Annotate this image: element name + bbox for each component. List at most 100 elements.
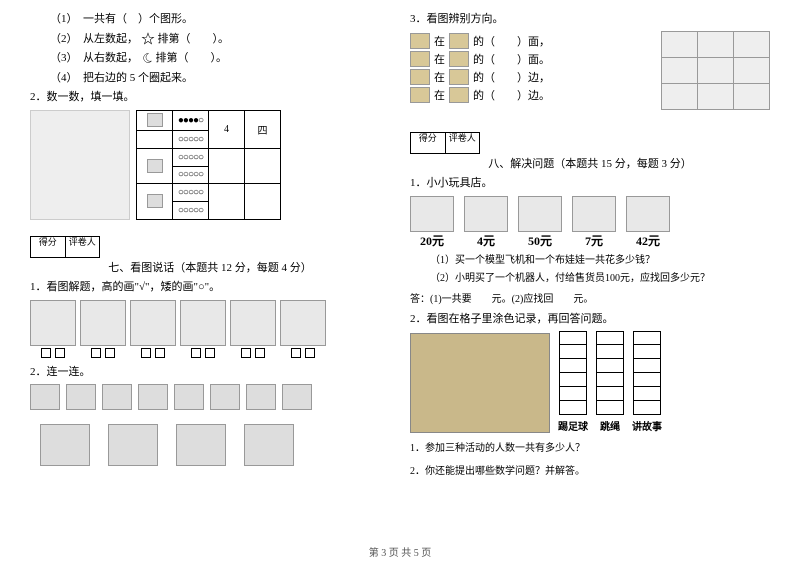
bar-label: 跳绳 [600, 418, 620, 433]
q1: （1） 一共有（ ）个图形。 [30, 11, 390, 28]
compare-img [30, 300, 76, 346]
dir-title: 3．看图辨别方向。 [410, 11, 770, 28]
cell: ●●●●○ [173, 110, 209, 131]
score-label: 得分 [31, 237, 66, 257]
cell: ○○○○○ [173, 166, 209, 184]
cell: ○○○○○ [173, 131, 209, 149]
price: 20元 [410, 232, 454, 249]
t: 在 [434, 51, 445, 67]
bar-chart-column[interactable] [633, 331, 661, 415]
cell: ○○○○○ [173, 184, 209, 202]
cell: 4 [209, 110, 245, 149]
checkbox[interactable] [105, 348, 115, 358]
toy-title: 1．小小玩具店。 [410, 175, 770, 192]
toy-ans: 答：(1)一共要 元。(2)应找回 元。 [410, 292, 770, 307]
toy-q1: （1）买一个模型飞机和一个布娃娃一共花多少钱？ [410, 253, 770, 268]
bar-chart-column[interactable] [559, 331, 587, 415]
t: 的（ ）面， [473, 33, 550, 49]
checkbox[interactable] [41, 348, 51, 358]
t: 在 [434, 87, 445, 103]
checkbox[interactable] [205, 348, 215, 358]
animal-icon [410, 33, 430, 49]
score-box: 得分 评卷人 [30, 236, 100, 258]
price: 7元 [572, 232, 616, 249]
cell: 四 [245, 110, 281, 149]
cell: ○○○○○ [173, 149, 209, 167]
t: 的（ ）边， [473, 69, 550, 85]
animal-icon [410, 87, 430, 103]
compare-img [80, 300, 126, 346]
row-icon [147, 159, 163, 173]
color-title: 2．看图在格子里涂色记录，再回答问题。 [410, 311, 770, 328]
connect-bottom-row [30, 424, 390, 466]
object-icon [66, 384, 96, 410]
count-animals-image [30, 110, 130, 220]
animal-icon [410, 69, 430, 85]
row-icon [147, 194, 163, 208]
q3-text-a: （3） 从右数起， [50, 52, 138, 64]
color-q2: 2．你还能提出哪些数学问题？并解答。 [410, 464, 770, 479]
q2-text-b: 排第（ ）。 [158, 33, 230, 45]
checkbox[interactable] [55, 348, 65, 358]
color-q1: 1．参加三种活动的人数一共有多少人？ [410, 441, 770, 456]
checkbox[interactable] [141, 348, 151, 358]
price: 42元 [626, 232, 670, 249]
toy-plane-icon [410, 196, 454, 232]
grader-label: 评卷人 [446, 133, 480, 153]
object-icon [174, 384, 204, 410]
moon-icon [141, 52, 153, 64]
conn-title: 2．连一连。 [30, 364, 390, 381]
toy-row: 20元 4元 50元 7元 42元 [410, 196, 770, 249]
color-row: 踢足球 跳绳 讲故事 [410, 331, 770, 433]
count-table: ●●●●○ 4 四 ○○○○○ ○○○○○ ○○○○○ ○○○○○ [136, 110, 281, 220]
shape-icon [244, 424, 294, 466]
compare-img [130, 300, 176, 346]
bar-label: 讲故事 [632, 418, 662, 433]
toy-car-icon [464, 196, 508, 232]
bar-chart-column[interactable] [596, 331, 624, 415]
object-icon [246, 384, 276, 410]
pic-instruction: 1．看图解题，高的画"√"，矮的画"○"。 [30, 279, 390, 296]
toy-doll-icon [518, 196, 562, 232]
object-icon [138, 384, 168, 410]
animal-icon [449, 87, 469, 103]
checkbox[interactable] [255, 348, 265, 358]
cell: ○○○○○ [173, 201, 209, 219]
checkbox[interactable] [305, 348, 315, 358]
star-icon [141, 32, 155, 46]
grader-label: 评卷人 [66, 237, 100, 257]
q4: （4） 把右边的 5 个圈起来。 [30, 70, 390, 87]
section8-title: 八、解决问题（本题共 15 分，每题 3 分） [410, 156, 770, 173]
object-icon [30, 384, 60, 410]
checkbox[interactable] [91, 348, 101, 358]
object-icon [210, 384, 240, 410]
shape-icon [108, 424, 158, 466]
toy-q2: （2）小明买了一个机器人，付给售货员100元，应找回多少元？ [410, 271, 770, 286]
dir-line: 在 的（ ）面， [410, 33, 655, 49]
q3: （3） 从右数起， 排第（ ）。 [30, 50, 390, 67]
compare-img [230, 300, 276, 346]
checkbox[interactable] [155, 348, 165, 358]
animal-icon [449, 51, 469, 67]
connect-top-row [30, 384, 390, 410]
compare-row [30, 300, 390, 358]
q3-text-b: 排第（ ）。 [156, 52, 228, 64]
page-footer: 第 3 页 共 5 页 [0, 544, 800, 559]
dir-line: 在 的（ ）面。 [410, 51, 655, 67]
count-grid: ●●●●○ 4 四 ○○○○○ ○○○○○ ○○○○○ ○○○○○ [30, 110, 390, 220]
object-icon [102, 384, 132, 410]
compare-img [180, 300, 226, 346]
compare-img [280, 300, 326, 346]
q2-text-a: （2） 从左数起， [50, 33, 138, 45]
checkbox[interactable] [241, 348, 251, 358]
t: 的（ ）边。 [473, 87, 550, 103]
t: 在 [434, 69, 445, 85]
checkbox[interactable] [291, 348, 301, 358]
shape-icon [40, 424, 90, 466]
left-column: （1） 一共有（ ）个图形。 （2） 从左数起， 排第（ ）。 （3） 从右数起… [20, 8, 400, 540]
shape-icon [176, 424, 226, 466]
t: 在 [434, 33, 445, 49]
checkbox[interactable] [191, 348, 201, 358]
animal-icon [449, 33, 469, 49]
object-icon [282, 384, 312, 410]
